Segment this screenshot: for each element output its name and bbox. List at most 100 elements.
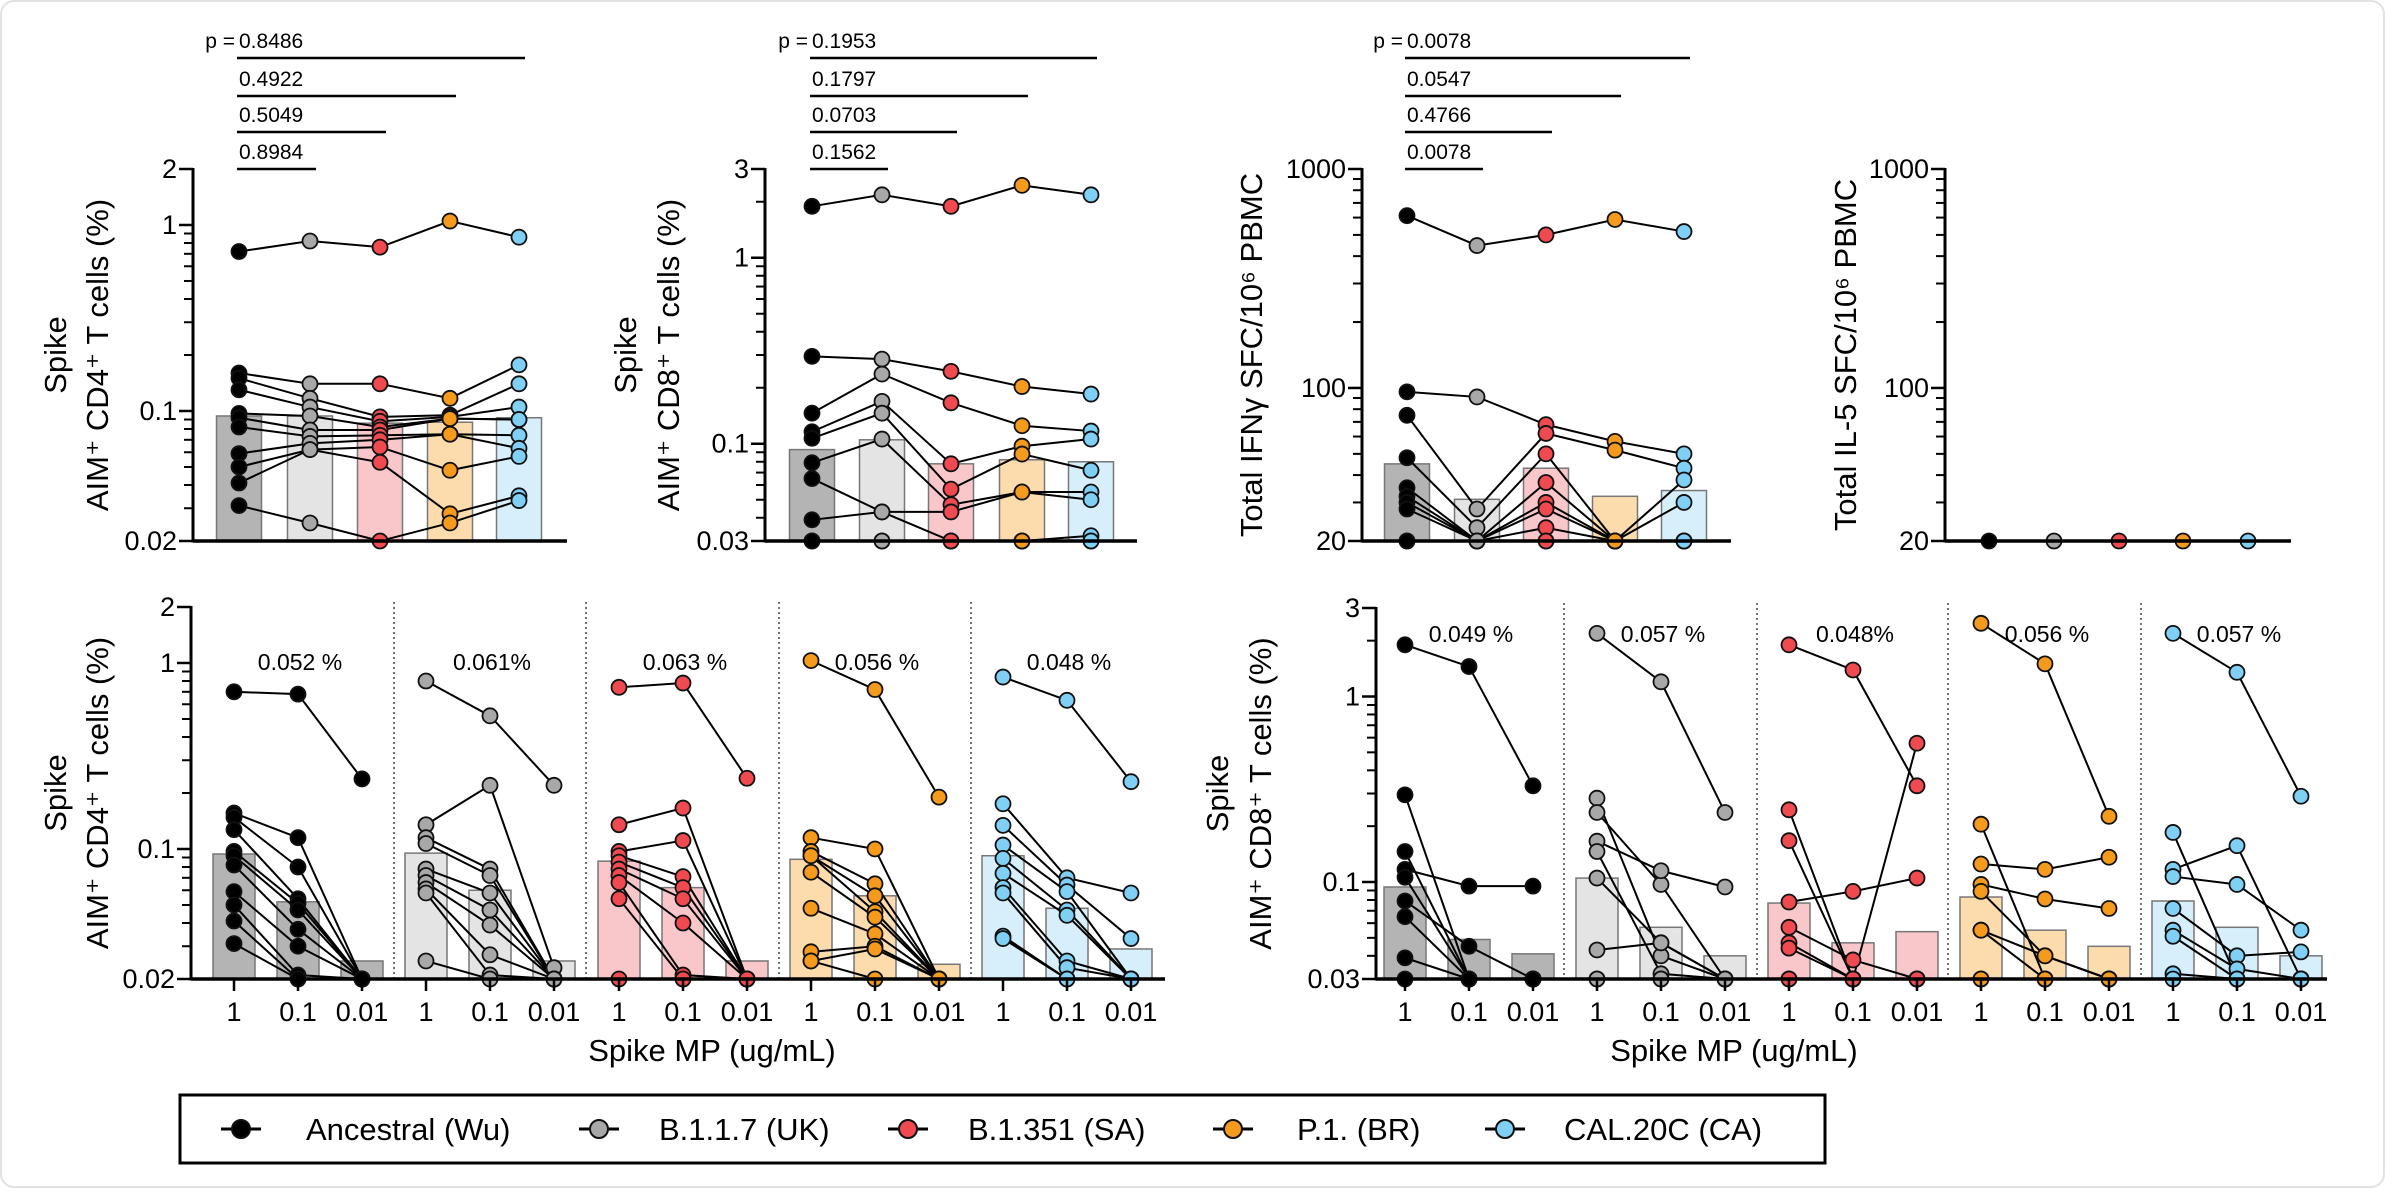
data-point [225,896,243,914]
data-point [610,678,628,696]
data-point [481,916,499,934]
donor-line [810,659,940,798]
x-tick-label: 0.01 [1891,997,1944,1027]
x-tick-label: 1 [1973,997,1988,1027]
p-value-label: 0.0703 [812,104,876,127]
x-tick-label: 0.1 [664,997,702,1027]
x-tick-label: 0.1 [471,997,509,1027]
data-point [803,454,821,472]
data-point [510,447,528,465]
x-tick-label: 0.01 [2083,997,2136,1027]
data-point [610,890,628,908]
data-point [1398,383,1416,401]
x-tick-label: 1 [995,997,1010,1027]
data-point [1780,801,1798,819]
data-point [441,461,459,479]
data-point [942,394,960,412]
data-point [289,920,307,938]
data-point [2164,900,2182,917]
data-point [1082,186,1100,204]
data-point [1675,223,1693,240]
data-point [225,683,243,701]
data-point [866,681,884,698]
p-value-label: 0.1797 [812,68,876,91]
data-point [1058,883,1076,901]
chart-panel-5: Spike AIM⁺ CD4⁺ T cells (%) 2 1 0.1 0.02 0.052… [38,592,1165,1068]
p-value-label: 0.8486 [239,30,303,53]
data-point [1398,406,1416,424]
data-point [1537,474,1555,491]
data-point [1652,876,1670,893]
data-point [873,186,891,204]
x-tick-label: 1 [418,997,433,1027]
y-axis-label: AIM⁺ CD8⁺ T cells (%) [1243,637,1278,949]
data-point [1780,918,1798,936]
data-point [289,858,307,876]
data-point [803,404,821,422]
chart-panel-2: Spike AIM⁺ CD8⁺ T cells (%) 3 1 0.1 0.03 0.195… [608,30,1137,556]
legend-item: B.1.351 (SA) [888,1112,1145,1147]
data-point [1908,869,1926,887]
x-tick-label: 0.01 [336,997,389,1027]
y-tick-label: 0.1 [139,396,177,426]
p-value-prefix: p = [1373,30,1403,53]
p-value-label: 0.8984 [239,141,304,164]
data-point [225,856,243,874]
data-point [2228,876,2246,893]
data-point [1675,494,1693,511]
data-point [803,347,821,365]
y-axis-label: Total IL-5 SFC/10⁶ PBMC [1828,179,1863,531]
p-value-label: 0.4766 [1407,104,1471,127]
y-tick-label: 100 [1884,373,1929,403]
data-point [510,375,528,393]
data-point [1013,445,1031,463]
data-point [301,375,319,393]
data-point [481,884,499,902]
data-point [610,874,628,891]
data-point [994,795,1012,813]
y-tick-label: 1 [734,243,749,273]
data-point [2164,824,2182,841]
y-tick-label: 2 [162,154,177,184]
data-point [2292,787,2310,805]
data-point [1652,934,1670,952]
data-point [1588,804,1606,821]
y-tick-label: 1 [162,210,177,240]
data-point [1588,843,1606,860]
data-point [301,441,319,459]
data-point [1013,176,1031,194]
x-tick-label: 1 [2165,997,2180,1027]
data-point [942,480,960,498]
data-point [1780,893,1798,911]
data-point [2164,624,2182,642]
data-point [301,407,319,425]
data-point [1460,658,1478,675]
percent-label: 0.057 % [1621,621,1705,647]
y-tick-label: 3 [1345,593,1360,623]
data-point [802,863,820,881]
data-point [1460,877,1478,895]
data-point [802,652,820,670]
data-point [1537,445,1555,463]
data-point [1122,930,1140,947]
x-tick-label: 0.1 [2218,997,2256,1027]
data-point [1675,445,1693,463]
legend-box [178,1093,1827,1165]
y-tick-label: 0.03 [1307,964,1360,994]
data-point [441,389,459,407]
data-point [301,514,319,532]
data-point [1398,207,1416,225]
p-value-label: 0.0078 [1407,141,1471,164]
data-point [1398,500,1416,518]
data-point [371,453,389,471]
data-point [1396,786,1414,804]
bar [1575,877,1619,980]
y-tick-label: 20 [1316,526,1346,556]
data-point [225,821,243,839]
legend-item: Ancestral (Wu) [221,1112,510,1147]
data-point [610,816,628,834]
data-point [1396,868,1414,886]
x-tick-label: 0.1 [279,997,317,1027]
data-point [866,840,884,858]
y-axis-label: AIM⁺ CD4⁺ T cells (%) [80,199,115,511]
